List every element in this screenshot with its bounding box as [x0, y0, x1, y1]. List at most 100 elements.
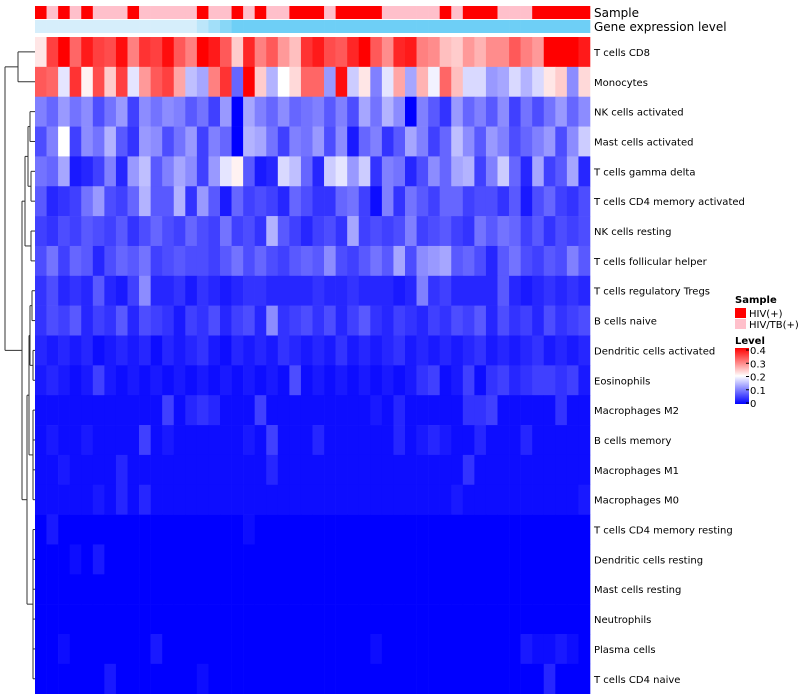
heatmap-cell [324, 454, 336, 486]
heatmap-cell [92, 574, 105, 605]
heatmap-cell [231, 395, 244, 426]
heatmap-cell [335, 634, 348, 665]
heatmap-cell [439, 395, 452, 426]
row-label: Dendritic cells resting [594, 555, 703, 566]
heatmap-cell [127, 96, 140, 127]
heatmap-cell [243, 663, 255, 694]
heatmap-cell [520, 663, 533, 694]
heatmap-cell [324, 514, 336, 545]
heatmap-cell [370, 186, 383, 217]
heatmap-cell [92, 245, 105, 277]
sample-annotation-cell [405, 6, 417, 19]
heatmap-cell [139, 126, 151, 157]
heatmap-cell [497, 574, 510, 605]
heatmap-cell [81, 37, 94, 68]
heatmap-cell [578, 663, 591, 694]
heatmap-cell [509, 604, 521, 635]
heatmap-cell [416, 514, 429, 545]
heatmap-cell [532, 454, 545, 486]
heatmap-cell [231, 37, 244, 68]
heatmap-cell [543, 66, 556, 97]
heatmap-cell [266, 305, 279, 336]
heatmap-cell [520, 544, 533, 575]
heatmap-cell [312, 514, 325, 545]
heatmap-cell [474, 514, 487, 545]
heatmap-cell [173, 544, 186, 575]
heatmap-cell [196, 663, 209, 694]
heatmap-cell [266, 604, 279, 635]
heatmap-cell [127, 66, 140, 97]
expression-annotation-cell [324, 20, 336, 33]
heatmap-cell [277, 604, 290, 635]
heatmap-cell [381, 395, 394, 426]
heatmap-cell [300, 156, 313, 187]
heatmap-cell [358, 663, 371, 694]
heatmap-cell [555, 663, 568, 694]
heatmap-cell [254, 305, 267, 336]
heatmap-cell [347, 454, 360, 486]
heatmap-cell [196, 425, 209, 456]
heatmap-cell [243, 454, 255, 486]
heatmap-cell [416, 216, 429, 247]
heatmap-cell [428, 514, 440, 545]
heatmap-cell [254, 395, 267, 426]
heatmap-cell [497, 37, 510, 68]
heatmap-cell [428, 634, 440, 665]
heatmap-cell [555, 126, 568, 157]
heatmap-cell [92, 544, 105, 575]
heatmap-cell [462, 663, 475, 694]
heatmap-cell [115, 96, 128, 127]
heatmap-cell [139, 395, 151, 426]
heatmap-cell [220, 454, 232, 486]
heatmap-cell [405, 484, 417, 515]
heatmap-cell [405, 514, 417, 545]
heatmap-cell [162, 395, 175, 426]
heatmap-cell [358, 514, 371, 545]
heatmap-cell [543, 365, 556, 396]
heatmap-cell [115, 425, 128, 456]
heatmap-cell [578, 305, 591, 336]
heatmap-cell [393, 275, 406, 306]
heatmap-cell [266, 245, 279, 277]
heatmap-cell [162, 156, 175, 187]
heatmap-cell [208, 604, 221, 635]
track-label-expression: Gene expression level [594, 20, 727, 34]
heatmap-cell [231, 425, 244, 456]
heatmap-cell [370, 156, 383, 187]
heatmap-cell [347, 634, 360, 665]
heatmap-cell [370, 305, 383, 336]
heatmap-cell [289, 663, 302, 694]
heatmap-cell [312, 245, 325, 277]
heatmap-cell [324, 365, 336, 396]
expression-annotation-cell [300, 20, 313, 33]
heatmap-cell [139, 514, 151, 545]
heatmap-cell [566, 604, 579, 635]
heatmap-cell [497, 544, 510, 575]
heatmap-cell [300, 275, 313, 306]
expression-annotation-cell [35, 20, 47, 33]
heatmap-cell [162, 634, 175, 665]
heatmap-cell [35, 126, 47, 157]
heatmap-cell [439, 574, 452, 605]
heatmap-cell [381, 126, 394, 157]
legend-level-tick-label: 0.3 [750, 359, 766, 370]
heatmap-cell [231, 544, 244, 575]
heatmap-cell [405, 634, 417, 665]
heatmap-cell [428, 245, 440, 277]
heatmap-cell [324, 634, 336, 665]
heatmap-cell [69, 663, 82, 694]
row-label: T cells follicular helper [593, 257, 708, 268]
sample-annotation-cell [439, 6, 452, 19]
heatmap-cell [127, 186, 140, 217]
heatmap-cell [474, 484, 487, 515]
heatmap-cell [555, 604, 568, 635]
heatmap-cell [566, 126, 579, 157]
heatmap-cell [566, 454, 579, 486]
heatmap-cell [555, 514, 568, 545]
heatmap-cell [196, 484, 209, 515]
heatmap-cell [578, 66, 591, 97]
heatmap-cell [300, 335, 313, 366]
heatmap-cell [543, 305, 556, 336]
heatmap-cell [381, 425, 394, 456]
expression-annotation-cell [439, 20, 452, 33]
